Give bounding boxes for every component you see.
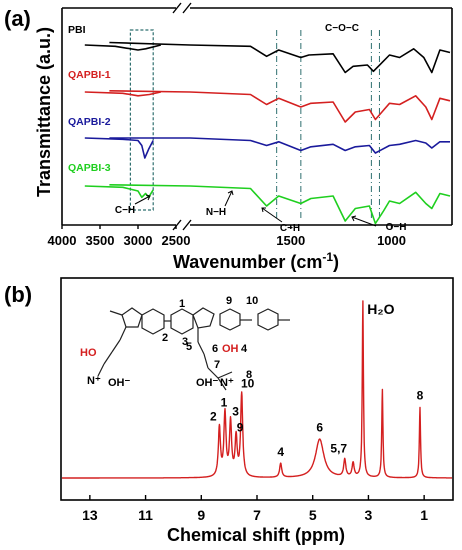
ftir-series-line (84, 185, 154, 199)
ftir-series-line (84, 91, 161, 97)
label-n2: 2 (162, 332, 168, 344)
nmr-x-tick-label: 1 (420, 507, 428, 523)
ftir-x-tick-label: 3000 (124, 233, 153, 248)
ftir-x-tick-label: 4000 (48, 233, 77, 248)
nmr-x-axis-title: Chemical shift (ppm) (167, 525, 345, 545)
nmr-peak-label: 5,7 (330, 441, 347, 455)
ftir-x-tick-label: 2500 (162, 233, 191, 248)
series-label-pbi: PBI (68, 24, 86, 36)
ftir-annotation-arrows (134, 190, 377, 227)
ftir-y-axis-title: Transmittance (a.u.) (34, 27, 54, 197)
label-oh-right: OH (222, 343, 239, 355)
ftir-series-line (109, 90, 451, 123)
annotation-nh: N−H (206, 207, 226, 218)
nmr-x-tick-label: 7 (253, 507, 261, 523)
ftir-x-tick-label: 3500 (86, 233, 115, 248)
label-n10: 10 (246, 295, 258, 307)
label-n-plus-left: N⁺ (87, 375, 101, 387)
panel-b: (b) (4, 277, 454, 545)
label-ohm-left: OH⁻ (108, 377, 131, 389)
ftir-spectra (84, 41, 451, 225)
ftir-series-line (84, 137, 154, 159)
label-n8: 8 (246, 369, 252, 381)
label-n3: 3 (182, 336, 188, 348)
ftir-annotations: C−O−C C−H N−H C−H O−H (115, 23, 407, 234)
nmr-peak-label: 4 (277, 445, 284, 459)
nmr-peak-label: 10 (241, 376, 255, 390)
annotation-ch-aromatic: C−H (280, 223, 300, 234)
nmr-peak-label: 2 (210, 410, 217, 424)
label-ho-left: HO (80, 347, 97, 359)
panel-a: (a) Transmittance (a.u.) PBI QAPBI-1 QAP… (4, 2, 453, 272)
label-n6: 6 (212, 343, 218, 355)
nmr-x-tick-label: 13 (82, 507, 98, 523)
ftir-series-labels: PBI QAPBI-1 QAPBI-2 QAPBI-3 (68, 24, 111, 174)
panel-b-label: (b) (4, 282, 32, 307)
label-n-plus-right: N⁺ (220, 377, 234, 389)
label-n9: 9 (226, 295, 232, 307)
label-n4: 4 (241, 343, 248, 355)
ftir-plot-frame (61, 7, 453, 226)
nmr-peak-label: H₂O (367, 301, 394, 317)
nmr-x-tick-label: 9 (197, 507, 205, 523)
annotation-ch-aliphatic: C−H (115, 205, 135, 216)
ftir-series-line (109, 184, 451, 225)
ftir-series-line (84, 44, 161, 51)
nmr-peak-labels: 213 9 10 4 6 5,7 H₂O 8 (210, 301, 424, 459)
annotation-coc: C−O−C (325, 23, 359, 34)
nmr-x-axis: 13 11 9 7 5 3 1 (82, 495, 428, 523)
annotation-oh: O−H (386, 222, 407, 233)
label-n1: 1 (179, 298, 185, 310)
nmr-x-tick-label: 11 (138, 507, 153, 523)
label-n5: 5 (186, 341, 192, 353)
ftir-highlight-box (129, 29, 154, 211)
nmr-peak-label: 6 (316, 420, 323, 434)
series-label-qapbi-3: QAPBI-3 (68, 162, 111, 174)
structure-atom-labels: 1 2 3 9 10 5 6 OH 4 7 8 HO N⁺ OH⁻ OH⁻ N⁺ (80, 295, 258, 389)
label-ohm-right: OH⁻ (196, 377, 219, 389)
series-label-qapbi-1: QAPBI-1 (68, 69, 111, 81)
ftir-series-line (109, 41, 451, 74)
nmr-spectrum-line (61, 300, 453, 479)
nmr-peak-label: 3 (232, 404, 239, 418)
nmr-spectrum (61, 300, 453, 479)
nmr-peak-label: 1 (221, 396, 228, 410)
nmr-peak-label: 9 (237, 420, 244, 434)
nmr-x-tick-label: 5 (309, 507, 317, 523)
axis-break-marks (172, 2, 192, 231)
nmr-x-tick-label: 3 (365, 507, 373, 523)
ftir-x-tick-label: 1000 (377, 233, 406, 248)
ftir-x-axis-title: Wavenumber (cm-1) (173, 250, 339, 272)
panel-a-label: (a) (4, 6, 31, 31)
series-label-qapbi-2: QAPBI-2 (68, 116, 111, 128)
label-n7: 7 (214, 359, 220, 371)
ftir-x-axis: 4000 3500 3000 2500 1500 1000 (48, 225, 406, 248)
ftir-reference-lines (129, 29, 380, 218)
nmr-peak-label: 8 (417, 389, 424, 403)
ftir-x-tick-label: 1500 (276, 233, 305, 248)
ftir-series-line (109, 137, 450, 154)
chemical-structure (97, 307, 290, 391)
